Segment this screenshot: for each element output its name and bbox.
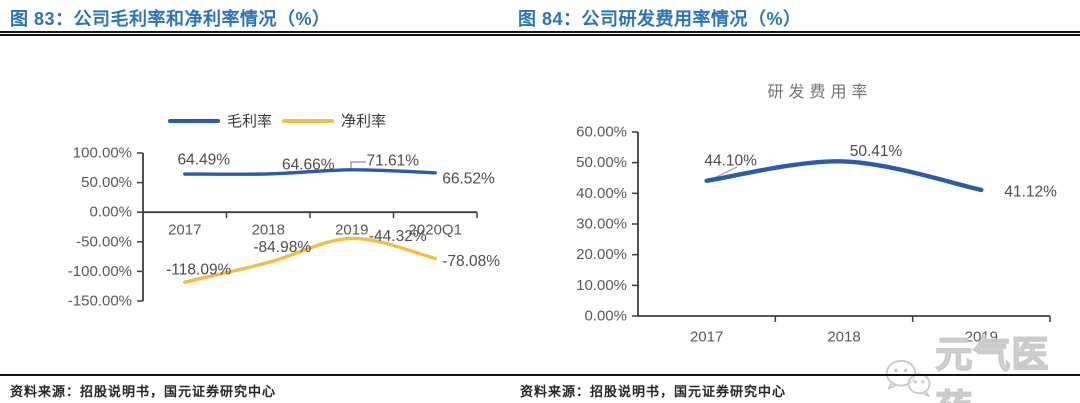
x-axis-label: 2020Q1 [409, 222, 462, 239]
legend-swatch [282, 118, 335, 123]
source-note-right: 资料来源：招股说明书，国元证券研究中心 [520, 384, 787, 399]
watermark: 元气医药 [882, 324, 1080, 403]
data-label: 71.61% [366, 152, 419, 169]
footer-rule [0, 374, 1080, 376]
header-rule-bottom [0, 34, 1080, 36]
y-tick-label: 50.00% [81, 174, 132, 191]
wechat-icon [885, 359, 931, 398]
y-tick-label: -150.00% [68, 293, 132, 310]
x-axis-label: 2019 [965, 329, 998, 346]
x-axis-label: 2018 [827, 329, 860, 346]
x-axis-label: 2019 [335, 222, 368, 239]
legend-label: 净利率 [341, 113, 387, 130]
y-tick-label: 40.00% [576, 185, 627, 202]
y-tick-label: 20.00% [576, 246, 627, 263]
series-line-0 [704, 159, 984, 193]
data-label: -118.09% [166, 262, 231, 279]
source-note-left: 资料来源：招股说明书，国元证券研究中心 [10, 384, 277, 399]
data-label: 64.66% [282, 156, 335, 173]
rd-chart-title: 研发费用率 [767, 84, 873, 101]
legend-item: 净利率 [282, 110, 386, 131]
legend-label: 毛利率 [227, 113, 273, 130]
y-tick-label: 10.00% [576, 277, 627, 294]
data-label: 50.41% [850, 143, 903, 160]
data-label: 66.52% [442, 170, 495, 187]
y-tick-label: 50.00% [576, 154, 627, 171]
data-label: -84.98% [253, 239, 311, 256]
y-tick-label: 0.00% [89, 204, 132, 221]
x-axis-label: 2018 [252, 222, 285, 239]
legend-swatch [168, 118, 220, 123]
watermark-text: 元气医药 [935, 333, 1050, 403]
series-line-1 [183, 236, 437, 284]
x-axis-label: 2017 [690, 329, 723, 346]
y-tick-label: 100.00% [73, 145, 132, 162]
chart-gross-net-margin: 100.00% 50.00% 0.00% -50.00% -100.00% -150.00… [68, 145, 500, 310]
y-tick-label: -100.00% [68, 263, 132, 280]
figure-83-title: 图 83：公司毛利率和净利率情况（%） [10, 9, 331, 29]
y-tick-label: 30.00% [576, 216, 627, 233]
data-label: -78.08% [442, 253, 500, 270]
y-tick-label: 0.00% [584, 308, 627, 325]
figure-84-title: 图 84：公司研发费用率情况（%） [518, 9, 802, 29]
y-tick-label: -50.00% [76, 233, 132, 250]
header-rule-top [0, 31, 1080, 33]
data-label: -44.32% [369, 228, 427, 245]
series-line-0 [183, 168, 437, 176]
chart-rd-expense-ratio: 60.00% 50.00% 40.00% 30.00% 20.00% 10.00% 0.00… [576, 124, 1057, 346]
legend-item: 毛利率 [168, 110, 272, 131]
data-label: 44.10% [704, 152, 757, 169]
data-label: 41.12% [1004, 183, 1057, 200]
x-axis-label: 2017 [168, 222, 201, 239]
chart-legend: 毛利率 净利率 [168, 110, 386, 131]
data-label: 64.49% [177, 152, 230, 169]
y-tick-label: 60.00% [576, 124, 627, 141]
label-connector [350, 161, 366, 170]
